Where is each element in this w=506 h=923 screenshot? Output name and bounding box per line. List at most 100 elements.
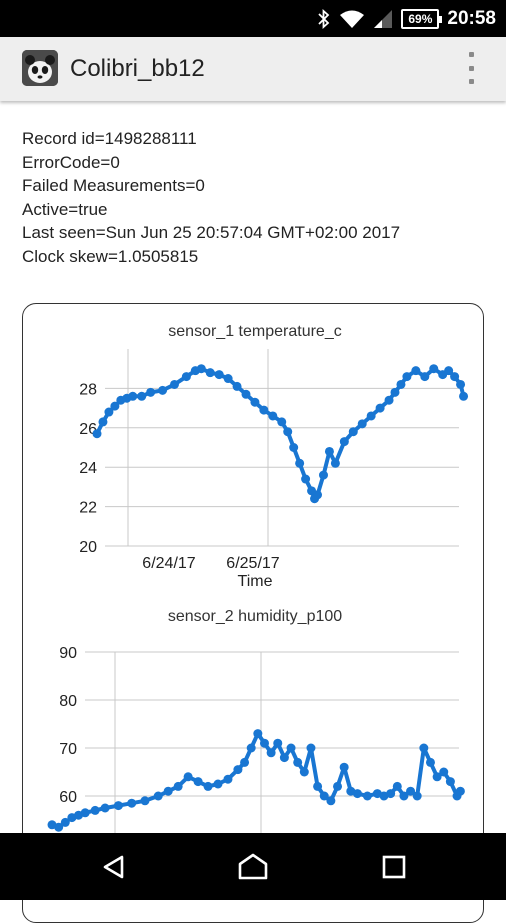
temp-data-point <box>348 427 358 437</box>
hum-data-point <box>386 789 396 799</box>
temp-data-point <box>181 372 191 382</box>
temp-data-point <box>196 364 206 374</box>
failed-measurements: Failed Measurements=0 <box>22 176 205 195</box>
temp-data-point <box>268 411 278 421</box>
temp-data-point <box>158 385 168 395</box>
hum-data-point <box>439 767 449 777</box>
temp-data-point <box>169 379 179 389</box>
temp-data-point <box>429 364 439 374</box>
temp-data-point <box>301 474 311 484</box>
bluetooth-icon <box>318 8 330 29</box>
temp-data-point <box>223 374 233 384</box>
hum-data-point <box>319 791 329 801</box>
temp-data-point <box>98 417 108 427</box>
temp-data-point <box>232 381 242 391</box>
battery-icon: 69% <box>401 8 443 29</box>
temp-data-point <box>318 470 328 480</box>
hum-data-point <box>113 801 123 811</box>
temp-data-point <box>366 411 376 421</box>
hum-ytick: 60 <box>59 789 77 806</box>
hum-data-point <box>233 765 243 775</box>
hum-data-point <box>352 789 362 799</box>
navigation-bar <box>0 833 506 900</box>
temp-ytick: 20 <box>79 539 97 556</box>
hum-data-point <box>100 803 110 813</box>
temp-data-point <box>205 368 215 378</box>
hum-data-point <box>313 781 323 791</box>
temp-data-point <box>283 427 293 437</box>
hum-data-point <box>54 822 64 832</box>
temp-data-point <box>339 437 349 447</box>
temp-data-point <box>137 391 147 401</box>
temp-xtick: 6/25/17 <box>226 555 279 572</box>
temp-data-point <box>289 443 299 452</box>
temp-data-point <box>444 366 454 376</box>
temp-data-point <box>92 429 102 439</box>
hum-data-point <box>419 743 429 753</box>
hum-ytick: 70 <box>59 741 77 758</box>
home-icon[interactable] <box>218 833 288 900</box>
hum-data-point <box>259 738 269 748</box>
temp-data-point <box>390 387 400 397</box>
hum-data-point <box>432 772 442 782</box>
clock-skew: Clock skew=1.0505815 <box>22 246 199 266</box>
hum-data-point <box>80 808 90 818</box>
hum-data-point <box>326 796 336 806</box>
error-code: ErrorCode=0 <box>22 152 120 172</box>
hum-data-point <box>306 743 316 753</box>
hum-data-point <box>412 791 422 801</box>
temp-data-point <box>146 387 156 397</box>
hum-data-point <box>90 805 100 815</box>
hum-data-point <box>213 779 223 789</box>
app-title: Colibri_bb12 <box>70 55 205 82</box>
hum-data-point <box>246 743 256 753</box>
hum-data-point <box>193 777 203 787</box>
temp-data-point <box>313 490 323 500</box>
temp-ytick: 28 <box>79 381 97 398</box>
hum-data-point <box>362 791 372 801</box>
panda-app-icon <box>22 50 58 86</box>
status-bar: 69% 20:58 <box>0 0 506 37</box>
record-id: Record id=1498288111 <box>22 129 197 148</box>
temp-ytick: 24 <box>79 460 97 477</box>
hum-data-point <box>240 757 250 767</box>
temp-data-point <box>375 403 385 413</box>
hum-data-point <box>266 748 276 758</box>
temp-data-point <box>277 417 287 427</box>
overflow-menu-icon[interactable] <box>464 52 478 84</box>
temp-data-point <box>411 366 421 376</box>
hum-data-point <box>455 786 465 796</box>
temp-data-point <box>402 372 412 382</box>
temp-data-point <box>110 401 120 411</box>
temp-data-point <box>330 458 340 468</box>
hum-title: sensor_2 humidity_p100 <box>168 608 342 625</box>
hum-ytick: 90 <box>59 645 77 662</box>
recents-icon[interactable] <box>359 833 429 900</box>
hum-data-point <box>127 798 137 808</box>
temp-data-point <box>384 395 394 405</box>
status-icons: 69% 20:58 <box>317 0 496 37</box>
charts-card[interactable]: sensor_1 temperature_c 20 22 24 26 28 6/24/17 6… <box>22 303 484 923</box>
active-status: Active=true <box>22 199 108 219</box>
temp-data-point <box>250 397 260 407</box>
temp-data-point <box>214 370 224 380</box>
temp-data-point <box>459 391 469 401</box>
temp-data-point <box>420 372 430 382</box>
hum-data-point <box>163 786 173 796</box>
hum-data-point <box>399 791 409 801</box>
temp-data-point <box>104 407 114 417</box>
app-bar <box>0 37 506 101</box>
temp-data-point <box>324 446 334 456</box>
battery-level: 69% <box>408 11 433 26</box>
device-info: Record id=1498288111 ErrorCode=0 Failed … <box>22 127 400 268</box>
hum-data-point <box>445 777 455 787</box>
last-seen: Last seen=Sun Jun 25 20:57:04 GMT+02:00 … <box>22 223 401 242</box>
temp-data-point <box>450 372 460 382</box>
hum-data-point <box>183 772 193 782</box>
back-icon[interactable] <box>79 833 149 900</box>
wifi-icon <box>340 10 365 28</box>
signal-icon <box>374 9 393 28</box>
hum-data-point <box>425 757 435 767</box>
hum-data-point <box>203 781 213 791</box>
